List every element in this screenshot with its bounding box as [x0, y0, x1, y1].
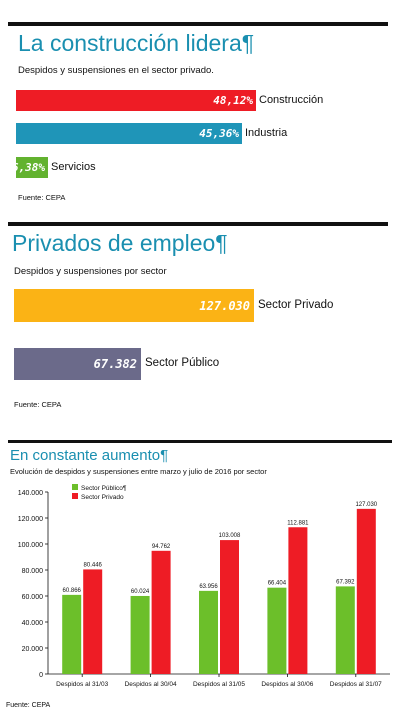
y-tick-label: 140.000 [18, 490, 43, 497]
panel2-top-rule [8, 222, 388, 226]
panel2-bar-label: Sector Público [145, 357, 220, 369]
panel1-bar-3: 6,38% [12, 157, 48, 178]
panel1-bar-label: Construcción [259, 94, 324, 106]
y-tick-label: 60.000 [22, 594, 44, 601]
panel1-top-rule [8, 22, 388, 26]
bar-privado [356, 508, 376, 674]
bar-publico [199, 590, 218, 674]
x-tick-label: Despidos al 31/03 [56, 681, 108, 688]
bar-data-label: 63.956 [199, 584, 218, 590]
panel1-bar-value: 45,36% [199, 127, 239, 140]
bar-publico [130, 595, 150, 674]
bar-privado [83, 569, 103, 674]
legend-entry: Sector Privado [81, 494, 124, 501]
panel1-bar-1: 48,12% [16, 90, 256, 111]
panel1-bar-value: 48,12% [213, 94, 253, 107]
x-tick-label: Despidos al 31/07 [330, 681, 382, 688]
bar-publico [62, 594, 82, 674]
x-tick-label: Despidos al 31/05 [193, 681, 245, 688]
panel2-source: Fuente: CEPA [14, 400, 62, 409]
bar-data-label: 112.881 [287, 520, 309, 526]
x-tick-label: Despidos al 30/06 [261, 681, 313, 688]
panel1-source: Fuente: CEPA [18, 193, 66, 202]
bar-data-label: 127.030 [355, 502, 377, 508]
bar-privado [220, 540, 239, 674]
bar-data-label: 103.008 [219, 533, 241, 539]
legend-swatch [72, 493, 78, 499]
y-tick-label: 0 [39, 672, 43, 679]
panel2-bar-value: 127.030 [199, 299, 250, 313]
panel2-bar-1: 127.030 [14, 289, 254, 322]
panel3-source: Fuente: CEPA [6, 702, 51, 709]
bar-publico [335, 586, 355, 674]
bar-data-label: 60.024 [131, 589, 150, 595]
y-tick-label: 100.000 [18, 542, 43, 549]
panel1-bar-value: 6,38% [11, 161, 45, 174]
panel2-title: Privados de empleo¶ [12, 230, 228, 256]
bar-data-label: 66.404 [268, 581, 287, 587]
panel3-title: En constante aumento¶ [10, 447, 169, 464]
column-chart: 0 20.000 40.000 60.000 80.000 100.000 120.000 1… [18, 484, 390, 688]
panel3-subtitle: Evolución de despidos y suspensiones ent… [10, 467, 267, 476]
panel1-bar-2: 45,36% [16, 123, 242, 144]
y-tick-label: 120.000 [18, 516, 43, 523]
y-tick-label: 20.000 [22, 646, 44, 653]
bar-privado [151, 550, 171, 674]
y-tick-label: 80.000 [22, 568, 44, 575]
x-tick-label: Despidos al 30/04 [125, 681, 177, 688]
bar-publico [267, 587, 287, 674]
panel2-bar-2: 67.382 [14, 348, 141, 380]
panel3-top-rule [8, 440, 392, 443]
bar-data-label: 80.446 [84, 562, 103, 568]
bar-data-label: 60.866 [63, 588, 82, 594]
panel2-bar-value: 67.382 [93, 357, 137, 371]
legend-entry: Sector Público¶ [81, 485, 127, 492]
panel2-subtitle: Despidos y suspensiones por sector [14, 266, 167, 277]
bar-privado [288, 527, 308, 674]
panel1-bar-label: Servicios [51, 161, 96, 173]
panel1-bar-label: Industria [245, 127, 288, 139]
bar-data-label: 67.392 [336, 579, 355, 585]
panel1-title: La construcción lidera¶ [18, 30, 255, 56]
bar-data-label: 94.762 [152, 544, 171, 550]
panel2-bar-label: Sector Privado [258, 299, 334, 311]
legend-swatch [72, 484, 78, 490]
y-tick-label: 40.000 [22, 620, 44, 627]
panel1-subtitle: Despidos y suspensiones en el sector pri… [18, 65, 214, 76]
